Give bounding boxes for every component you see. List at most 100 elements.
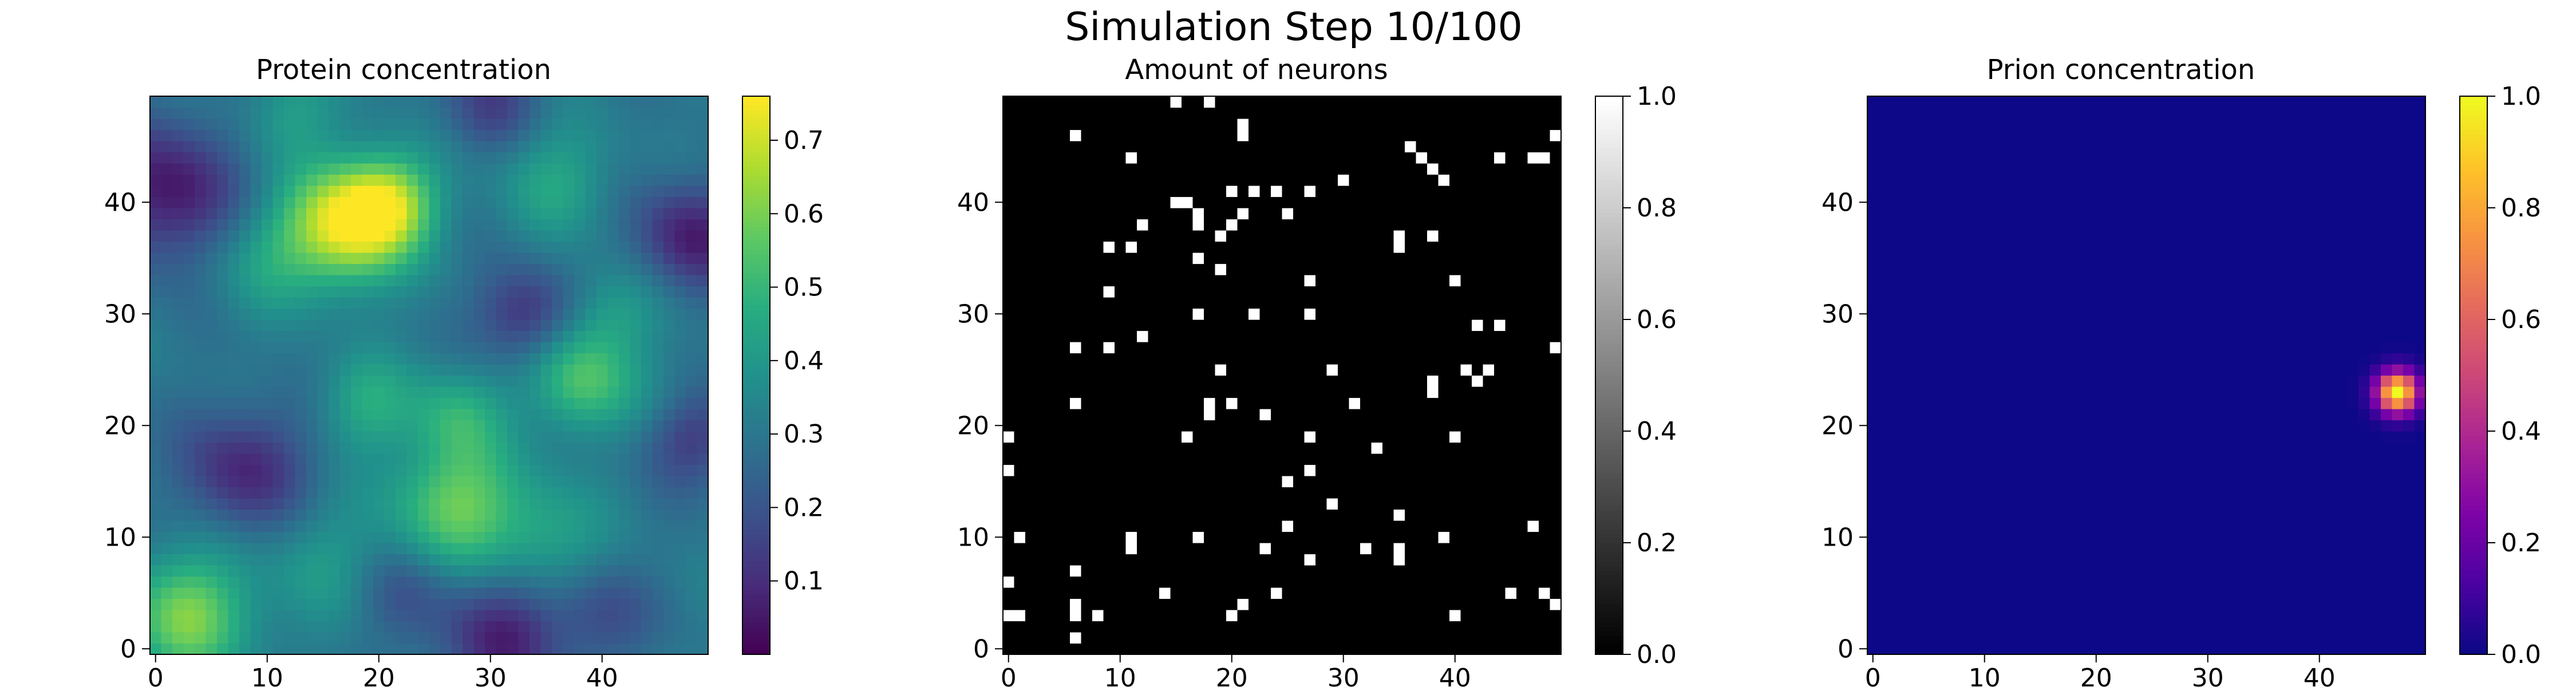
heatmap-cell [1137,621,1149,633]
heatmap-cell [473,208,485,220]
heatmap-cell [663,598,675,610]
heatmap-cell [1472,230,1484,242]
heatmap-cell [451,230,463,242]
heatmap-cell [463,297,475,309]
heatmap-cell [630,263,642,275]
heatmap-cell [1192,543,1204,555]
heatmap-cell [1192,353,1204,365]
heatmap-cell [1237,397,1249,409]
heatmap-cell [641,420,653,432]
heatmap-cell [1081,442,1093,454]
heatmap-cell [1125,141,1137,153]
heatmap-cell [396,476,408,488]
heatmap-cell [1103,375,1115,387]
heatmap-cell [1204,487,1216,499]
heatmap-cell [272,509,285,521]
heatmap-cell [1259,442,1271,454]
heatmap-cell [250,409,262,421]
heatmap-cell [351,308,363,320]
heatmap-cell [1103,185,1115,198]
heatmap-cell [1349,141,1361,153]
heatmap-cell [1115,565,1127,577]
heatmap-cell [496,330,508,342]
heatmap-cell [396,576,408,588]
heatmap-cell [1505,219,1517,231]
heatmap-cell [1014,219,1026,231]
heatmap-cell [1249,397,1261,409]
heatmap-cell [1304,576,1316,588]
heatmap-cell [1326,319,1338,331]
heatmap-cell [373,498,385,510]
heatmap-cell [306,409,318,421]
heatmap-cell [563,353,575,365]
heatmap-cell [1405,141,1417,153]
heatmap-cell [585,330,597,342]
heatmap-cell [262,275,274,287]
heatmap-cell [1449,420,1461,432]
heatmap-cell [1527,196,1539,208]
heatmap-cell [1237,308,1249,320]
colorbar-segment [742,394,770,399]
heatmap-cell [1371,520,1383,532]
heatmap-cell [418,263,430,275]
heatmap-cell [1349,208,1361,220]
heatmap-cell [1170,431,1182,443]
heatmap-cell [161,632,173,644]
heatmap-cell [1293,185,1305,198]
heatmap-cell [619,509,631,521]
heatmap-cell [429,275,441,287]
heatmap-cell [473,643,485,655]
colorbar-segment [742,352,770,357]
heatmap-cell [463,319,475,331]
heatmap-cell [362,543,374,555]
heatmap-cell [1271,364,1283,376]
heatmap-cell [574,308,586,320]
heatmap-cell [1416,598,1428,610]
heatmap-cell [1003,621,1015,633]
heatmap-cell [373,409,385,421]
heatmap-cell [284,107,296,119]
heatmap-cell [1427,431,1439,443]
heatmap-cell [1382,453,1394,465]
heatmap-cell [1505,185,1517,198]
heatmap-cell [1483,163,1495,175]
heatmap-cell [1092,621,1104,633]
heatmap-cell [619,610,631,622]
heatmap-cell [1036,375,1048,387]
heatmap-cell [1148,565,1160,577]
heatmap-cell [1483,375,1495,387]
heatmap-cell [485,431,497,443]
heatmap-cell [1505,342,1517,354]
heatmap-cell [161,141,173,153]
heatmap-cell [1226,297,1238,309]
heatmap-cell [596,185,609,198]
heatmap-cell [1215,453,1227,465]
heatmap-cell [351,621,363,633]
heatmap-cell [406,587,418,599]
heatmap-cell [563,498,575,510]
heatmap-cell [674,621,686,633]
heatmap-cell [1360,464,1372,476]
heatmap-cell [1494,576,1506,588]
heatmap-cell [552,342,564,354]
heatmap-cell [1349,464,1361,476]
heatmap-cell [1249,375,1261,387]
heatmap-cell [362,554,374,566]
heatmap-cell [1315,174,1327,186]
heatmap-cell [206,498,218,510]
heatmap-cell [384,286,396,298]
heatmap-cell [1192,509,1204,521]
heatmap-cell [630,308,642,320]
heatmap-cell [295,509,307,521]
heatmap-cell [451,431,463,443]
heatmap-cell [1036,442,1048,454]
heatmap-cell [1382,621,1394,633]
heatmap-cell [1315,196,1327,208]
heatmap-cell [1360,543,1372,555]
heatmap-cell [1338,632,1350,644]
heatmap-cell [1036,587,1048,599]
heatmap-cell [1338,241,1350,253]
heatmap-cell [518,252,530,264]
heatmap-cell [1293,308,1305,320]
heatmap-cell [250,543,262,555]
